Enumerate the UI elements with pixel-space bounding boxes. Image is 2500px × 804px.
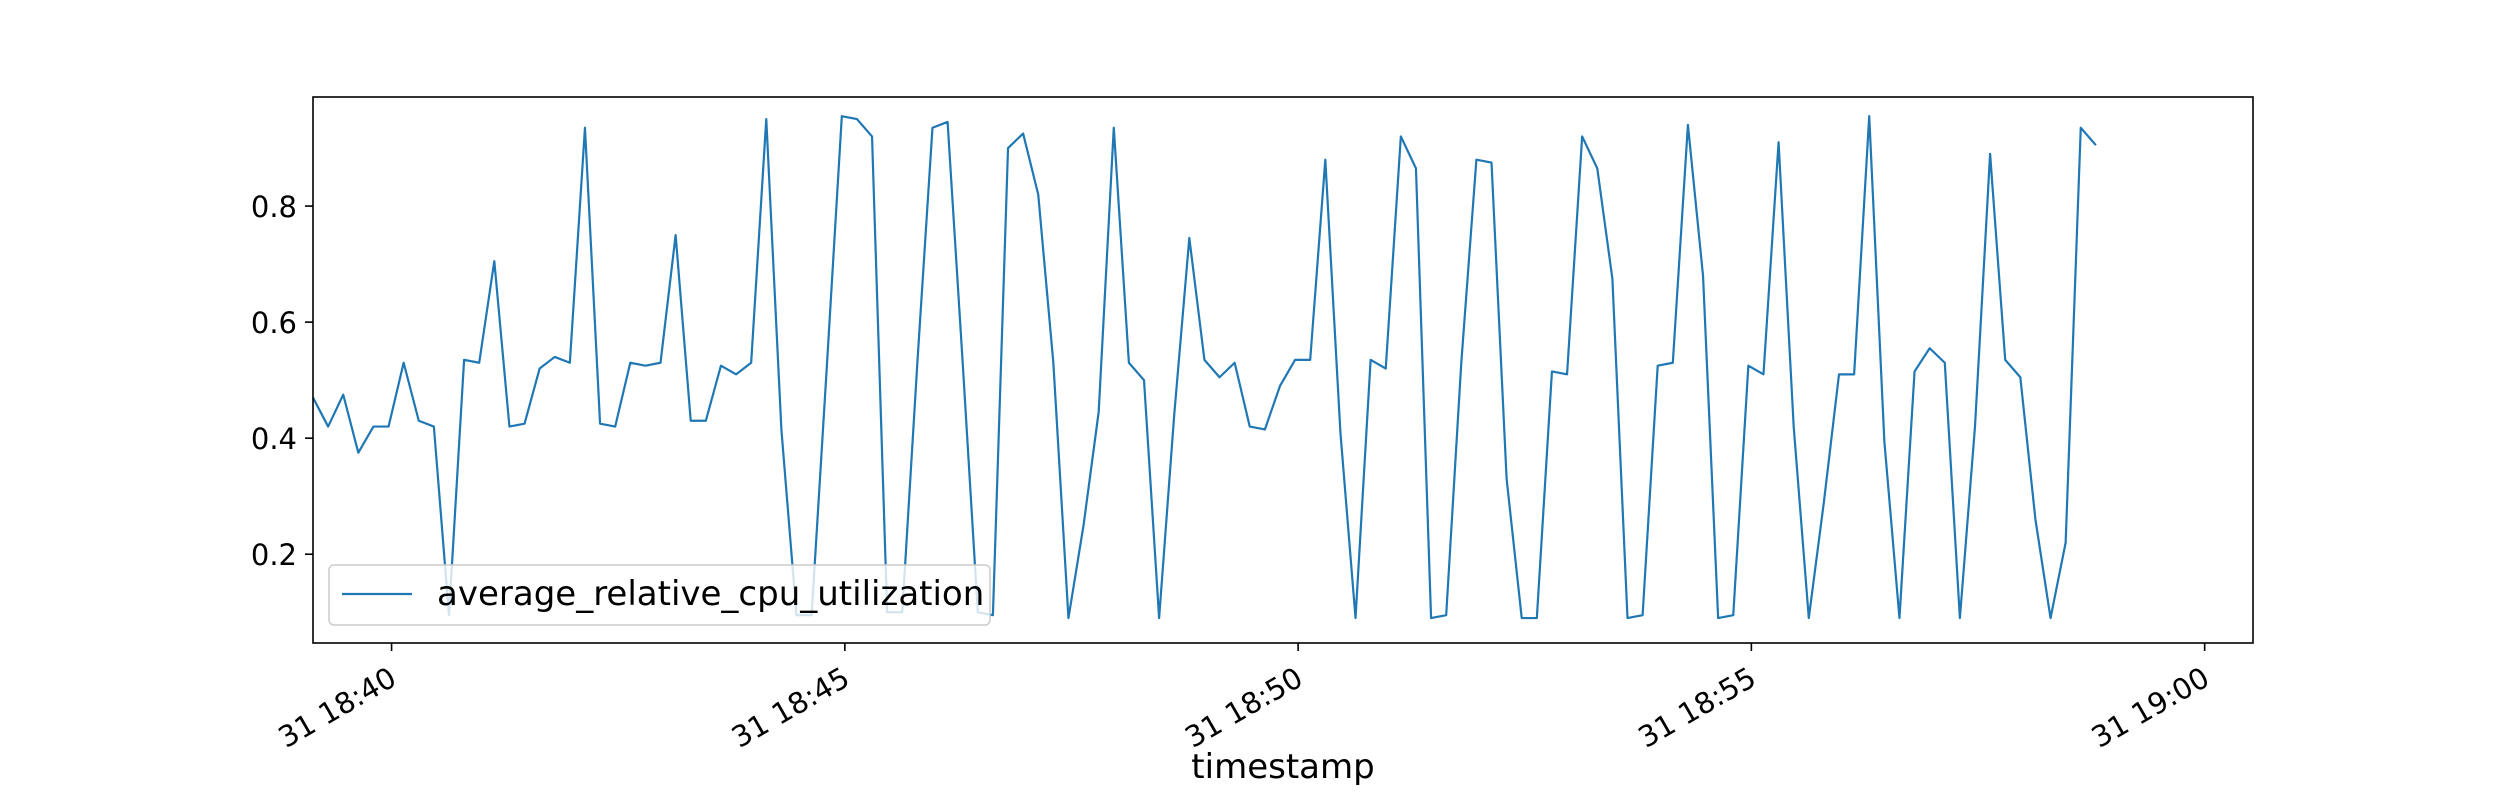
y-tick-label: 0.8 (251, 190, 297, 224)
series-layer (312, 115, 2097, 620)
legend: average_relative_cpu_utilization (328, 564, 991, 626)
y-tick-label: 0.4 (251, 422, 297, 456)
y-tick-label: 0.6 (251, 306, 297, 340)
y-tick-label: 0.2 (251, 538, 297, 572)
series-line-0 (312, 115, 2097, 620)
x-axis-label: timestamp (1191, 747, 1374, 787)
legend-label: average_relative_cpu_utilization (437, 574, 984, 614)
legend-box (328, 564, 991, 626)
plot-area-frame (312, 96, 2254, 644)
